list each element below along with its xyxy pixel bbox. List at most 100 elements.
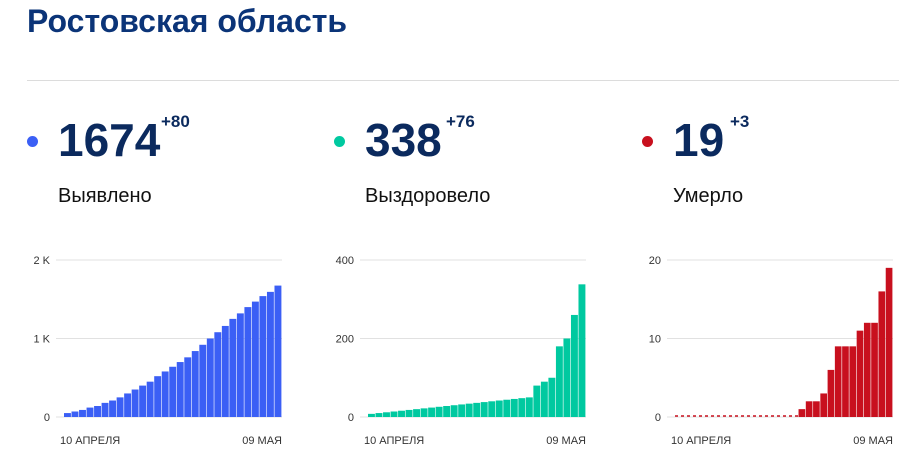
- bar: [458, 404, 466, 417]
- bar: [405, 409, 413, 417]
- bar: [805, 401, 813, 417]
- bar: [229, 318, 237, 417]
- bar: [465, 403, 473, 417]
- x-tick-label-end: 09 МАЯ: [546, 435, 586, 447]
- bar: [274, 285, 282, 417]
- bar: [798, 409, 806, 417]
- bar: [101, 402, 109, 417]
- bar: [510, 398, 518, 417]
- bar: [146, 381, 154, 417]
- y-tick-label: 1 K: [33, 334, 50, 346]
- detected-dot-icon: [27, 136, 38, 147]
- bar: [79, 409, 86, 417]
- bar: [221, 325, 229, 417]
- bar: [570, 314, 578, 417]
- x-tick-label-start: 10 АПРЕЛЯ: [60, 435, 120, 447]
- bar: [206, 338, 214, 417]
- bar: [413, 409, 421, 417]
- bar: [375, 413, 383, 417]
- bar: [842, 346, 849, 417]
- bar: [139, 385, 147, 417]
- recovered-value: 338: [365, 114, 442, 166]
- bar: [383, 412, 390, 417]
- bar: [266, 291, 274, 417]
- bar: [856, 330, 864, 417]
- y-tick-label: 20: [649, 255, 661, 267]
- bar: [473, 402, 481, 417]
- x-tick-label-start: 10 АПРЕЛЯ: [671, 435, 731, 447]
- bar: [518, 398, 526, 417]
- x-tick-label-end: 09 МАЯ: [242, 435, 282, 447]
- bar: [435, 406, 443, 417]
- died-value: 19: [673, 114, 725, 166]
- bar: [94, 406, 101, 417]
- page-title: Ростовская область: [27, 3, 348, 39]
- bar: [244, 307, 252, 417]
- bar: [86, 407, 94, 417]
- bar: [563, 338, 571, 417]
- bar: [368, 413, 375, 417]
- y-tick-label: 200: [336, 334, 354, 346]
- y-tick-label: 2 K: [33, 255, 50, 267]
- bar: [555, 346, 563, 417]
- bar: [109, 400, 117, 417]
- bar: [420, 408, 428, 417]
- bar: [191, 351, 199, 417]
- detected-value: 1674: [58, 114, 161, 166]
- bar: [176, 362, 184, 417]
- bar: [450, 405, 458, 417]
- recovered-label: Выздоровело: [365, 185, 491, 207]
- bar: [885, 267, 893, 417]
- bar: [863, 322, 871, 417]
- bar: [813, 401, 820, 417]
- bar: [428, 407, 436, 417]
- detected-label: Выявлено: [58, 185, 152, 207]
- bar: [878, 291, 886, 417]
- bar: [849, 346, 857, 417]
- bar: [548, 377, 556, 417]
- bar: [488, 401, 496, 417]
- bar: [533, 385, 541, 417]
- bar: [251, 301, 259, 417]
- recovered-delta: +76: [446, 112, 475, 131]
- chart-detected: 0 1 K 2 K 10 АПРЕЛЯ 09 МАЯ: [33, 255, 282, 447]
- chart-died: 0 10 20 10 АПРЕЛЯ 09 МАЯ: [649, 255, 893, 447]
- died-dot-icon: [642, 136, 653, 147]
- y-tick-label: 0: [655, 412, 661, 424]
- bar: [871, 322, 878, 417]
- bar: [184, 357, 192, 417]
- bar: [503, 399, 511, 417]
- bar: [540, 381, 548, 417]
- bar: [154, 376, 162, 417]
- bar: [71, 411, 79, 417]
- y-tick-label: 400: [336, 255, 354, 267]
- bar: [495, 400, 503, 417]
- bar: [116, 397, 124, 417]
- bar: [236, 313, 244, 417]
- x-tick-label-start: 10 АПРЕЛЯ: [364, 435, 424, 447]
- bar: [443, 406, 451, 417]
- bar: [834, 346, 842, 417]
- y-tick-label: 10: [649, 334, 661, 346]
- bar: [131, 389, 139, 417]
- divider: [27, 80, 899, 81]
- bar: [827, 369, 835, 417]
- died-label: Умерло: [673, 185, 744, 207]
- y-tick-label: 0: [348, 412, 354, 424]
- bar: [199, 344, 207, 417]
- y-tick-label: 0: [44, 412, 50, 424]
- bar: [169, 366, 177, 417]
- bar: [390, 411, 398, 417]
- died-delta: +3: [730, 112, 750, 131]
- bar: [525, 397, 533, 417]
- bar: [398, 410, 405, 417]
- bar: [161, 371, 169, 417]
- bar: [259, 296, 267, 417]
- chart-recovered: 0 200 400 10 АПРЕЛЯ 09 МАЯ: [336, 255, 586, 447]
- bar: [64, 413, 71, 417]
- bar: [578, 284, 586, 417]
- x-tick-label-end: 09 МАЯ: [853, 435, 893, 447]
- bar: [214, 332, 222, 417]
- bar: [124, 393, 132, 417]
- recovered-dot-icon: [334, 136, 345, 147]
